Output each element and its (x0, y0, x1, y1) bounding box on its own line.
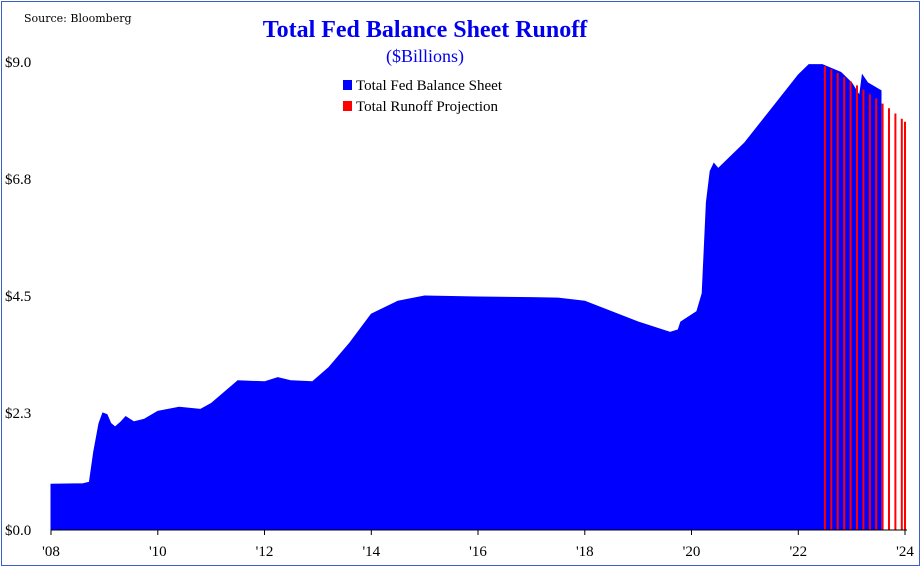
x-tick-label-6: '20 (683, 544, 701, 560)
y-tick-label-0: $0.0 (5, 523, 31, 539)
y-tick-label-2: $4.5 (5, 289, 31, 305)
x-tick-label-1: '10 (149, 544, 167, 560)
x-tick-label-0: '08 (42, 544, 60, 560)
x-axis: '08 '10 '12 '14 '16 '18 '20 '22 '24 (42, 530, 914, 560)
legend-swatch-runoff (343, 101, 352, 111)
x-tick-label-3: '14 (362, 544, 380, 560)
x-tick-label-2: '12 (256, 544, 274, 560)
y-axis: $0.0 $2.3 $4.5 $6.8 $9.0 (5, 55, 31, 539)
x-tick-label-5: '18 (576, 544, 594, 560)
x-tick-label-4: '16 (469, 544, 487, 560)
x-tick-label-7: '22 (789, 544, 807, 560)
chart-subtitle: ($Billions) (386, 46, 464, 67)
x-tick-label-8: '24 (896, 544, 914, 560)
legend: Total Fed Balance Sheet Total Runoff Pro… (343, 78, 503, 115)
y-tick-label-3: $6.8 (5, 172, 31, 188)
legend-label-balance-sheet: Total Fed Balance Sheet (356, 78, 503, 94)
source-note: Source: Bloomberg (24, 12, 132, 25)
series-area-balance-sheet (50, 64, 882, 531)
y-tick-label-4: $9.0 (5, 55, 31, 71)
chart-title: Total Fed Balance Sheet Runoff (263, 17, 588, 43)
plot-area (50, 64, 906, 531)
y-tick-label-1: $2.3 (5, 406, 31, 422)
legend-swatch-balance-sheet (343, 80, 352, 90)
legend-label-runoff: Total Runoff Projection (356, 99, 498, 115)
